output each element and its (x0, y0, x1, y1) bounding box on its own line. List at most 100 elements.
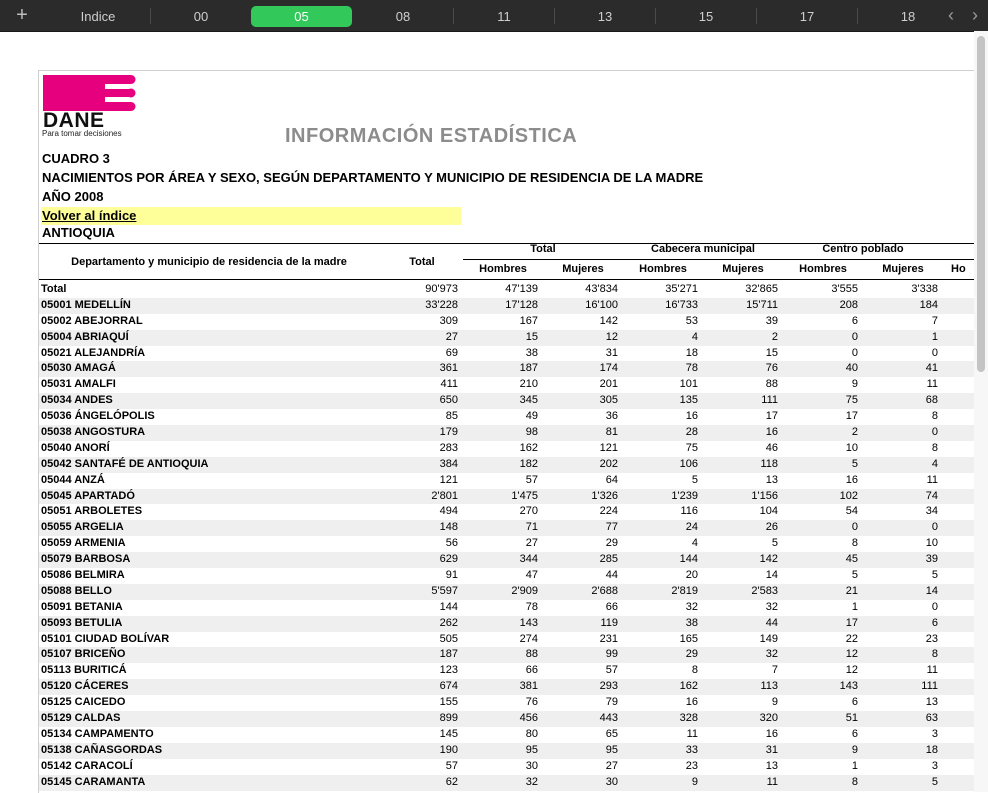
row-label: 05045 APARTADÓ (41, 489, 135, 502)
cell-value: 182 (519, 457, 538, 470)
cell-value: 328 (679, 712, 698, 725)
cell-value: 3'555 (831, 283, 858, 295)
tab-separator (150, 8, 151, 24)
cell-value: 66 (525, 664, 538, 677)
add-sheet-button[interactable]: + (16, 4, 28, 26)
cell-value: 111 (921, 680, 938, 693)
cell-value: 18 (685, 346, 698, 359)
table-row: 05120 CÁCERES 674 381 293 162 113 143 111 (39, 679, 974, 696)
cell-value: 12 (605, 330, 618, 343)
cell-value: 45 (845, 553, 858, 566)
table-subtitle: NACIMIENTOS POR ÁREA Y SEXO, SEGÚN DEPAR… (42, 170, 704, 185)
cell-value: 32 (765, 600, 778, 613)
cell-value: 30 (525, 759, 538, 772)
cell-value: 41 (925, 362, 938, 375)
cell-value: 3 (931, 759, 938, 772)
cell-value: 0 (931, 600, 938, 613)
back-to-index-cell[interactable]: Volver al índice (41, 207, 461, 225)
tab-05[interactable]: 05 (251, 6, 352, 27)
cell-value: 121 (439, 473, 458, 486)
cell-value: 6 (851, 314, 858, 327)
cell-value: 505 (439, 632, 458, 645)
cell-value: 65 (605, 727, 618, 740)
cell-value: 17 (765, 410, 778, 423)
cell-value: 17 (845, 410, 858, 423)
cell-value: 8 (691, 664, 698, 677)
cell-value: 16'733 (665, 298, 698, 311)
cell-value: 36 (605, 410, 618, 423)
cell-value: 384 (439, 457, 458, 470)
row-label: 05138 CAÑASGORDAS (41, 743, 163, 756)
table-row: 05040 ANORÍ 283 162 121 75 46 10 8 (39, 441, 974, 457)
cell-value: 210 (519, 378, 538, 391)
table-row: 05145 CARAMANTA 62 32 30 9 11 8 5 (39, 774, 974, 791)
cell-value: 4 (931, 457, 938, 470)
logo-wordmark: DANE (43, 109, 105, 132)
cell-value: 9 (771, 696, 778, 709)
table-row: 05088 BELLO 5'597 2'909 2'688 2'819 2'583 21 14 (39, 583, 974, 600)
cell-value: 361 (439, 362, 458, 375)
cell-value: 142 (759, 553, 778, 566)
table-row: 05079 BARBOSA 629 344 285 144 142 45 39 (39, 552, 974, 569)
table-row: 05030 AMAGÁ 361 187 174 78 76 40 41 (39, 361, 974, 378)
row-label: 05021 ALEJANDRÍA (41, 346, 146, 359)
tab-scroll-right-icon[interactable]: › (972, 5, 978, 25)
cell-value: 66 (605, 600, 618, 613)
row-label: 05125 CAICEDO (41, 696, 126, 709)
tab-17[interactable]: 17 (799, 9, 815, 24)
cell-value: 456 (519, 712, 538, 725)
tab-scroll-left-icon[interactable]: ‹ (948, 5, 954, 25)
group-header-divider (463, 259, 974, 260)
cell-value: 10 (925, 537, 938, 550)
cell-value: 26 (765, 521, 778, 534)
cell-value: 320 (759, 712, 778, 725)
row-label: 05145 CARAMANTA (41, 775, 146, 788)
cell-value: 187 (519, 362, 538, 375)
tab-11[interactable]: 11 (497, 9, 511, 24)
table-row: 05113 BURITICÁ 123 66 57 8 7 12 11 (39, 663, 974, 679)
cell-value: 64 (605, 473, 618, 486)
back-to-index-link[interactable]: Volver al índice (42, 208, 137, 223)
cell-value: 16 (845, 473, 858, 486)
cell-value: 6 (851, 696, 858, 709)
cell-value: 113 (760, 680, 778, 693)
cell-value: 111 (761, 394, 778, 407)
cell-value: 10 (845, 441, 858, 454)
cell-value: 179 (439, 426, 458, 439)
department-name: ANTIOQUIA (42, 225, 115, 240)
tab-indice[interactable]: Indice (80, 9, 116, 24)
tab-13[interactable]: 13 (597, 9, 613, 24)
cell-value: 5 (931, 569, 938, 582)
tab-18[interactable]: 18 (900, 9, 916, 24)
cell-value: 44 (765, 616, 778, 629)
cell-value: 13 (765, 473, 778, 486)
cell-value: 11 (926, 378, 938, 391)
tab-15[interactable]: 15 (698, 9, 714, 24)
table-row: 05055 ARGELIA 148 71 77 24 26 0 0 (39, 520, 974, 537)
cell-value: 3'338 (911, 283, 938, 295)
table-row: 05086 BELMIRA 91 47 44 20 14 5 5 (39, 568, 974, 584)
scrollbar-thumb[interactable] (977, 36, 985, 372)
tab-08[interactable]: 08 (395, 9, 411, 24)
cell-value: 116 (680, 505, 698, 518)
row-label: 05142 CARACOLÍ (41, 759, 133, 772)
table-row: 05038 ANGOSTURA 179 98 81 28 16 2 0 (39, 425, 974, 441)
cell-value: 148 (439, 521, 458, 534)
cell-value: 381 (519, 680, 538, 693)
info-title: INFORMACIÓN ESTADÍSTICA (285, 125, 578, 147)
cell-value: 53 (685, 314, 698, 327)
cell-value: 142 (599, 314, 618, 327)
tab-00[interactable]: 00 (193, 9, 209, 24)
cell-value: 33'228 (425, 298, 458, 311)
cell-value: 5 (771, 537, 778, 550)
cell-value: 81 (605, 426, 618, 439)
table-row: 05093 BETULIA 262 143 119 38 44 17 6 (39, 615, 974, 632)
cell-value: 68 (925, 394, 938, 407)
row-label: 05030 AMAGÁ (41, 362, 116, 375)
group-header-centro-poblado: Centro poblado (822, 243, 904, 255)
cell-value: 49 (525, 410, 538, 423)
cell-value: 162 (679, 680, 698, 693)
cell-value: 8 (931, 648, 938, 661)
cell-value: 57 (445, 759, 458, 772)
cell-value: 27 (605, 759, 618, 772)
